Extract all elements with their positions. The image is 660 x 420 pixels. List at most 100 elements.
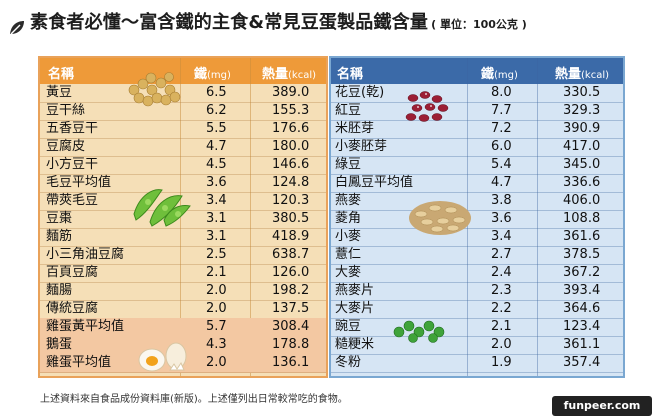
cell-name: 大麥 xyxy=(335,265,362,280)
cell-kcal: 146.6 xyxy=(272,157,310,172)
left-header-kcal: 熱量(kcal) xyxy=(262,63,316,82)
table-row: 花豆(乾) 8.0 330.5 xyxy=(331,84,623,103)
cell-iron: 8.0 xyxy=(491,85,512,100)
table-row: 豌豆 2.1 123.4 xyxy=(331,318,623,337)
cell-kcal: 378.5 xyxy=(563,247,601,262)
cell-kcal: 124.8 xyxy=(272,175,310,190)
right-col-sep-2 xyxy=(537,58,538,376)
cell-kcal: 417.0 xyxy=(563,139,601,154)
cell-iron: 3.6 xyxy=(206,175,227,190)
left-header-kcal-label: 熱量 xyxy=(262,67,289,82)
cell-iron: 6.5 xyxy=(206,85,227,100)
cell-iron: 5.5 xyxy=(206,121,227,136)
cell-name: 麵筋 xyxy=(46,229,73,244)
cell-name: 豆干絲 xyxy=(46,103,86,118)
table-row: 小方豆干 4.5 146.6 xyxy=(40,156,326,175)
unit-note: ( 單位：100公克 ) xyxy=(431,18,527,31)
cell-name: 糙粳米 xyxy=(335,337,375,352)
cell-iron: 2.1 xyxy=(491,319,512,334)
table-row: 麵腸 2.0 198.2 xyxy=(40,282,326,301)
cell-kcal: 367.2 xyxy=(563,265,601,280)
cell-iron: 7.2 xyxy=(491,121,512,136)
cell-kcal: 390.9 xyxy=(563,121,601,136)
cell-kcal: 418.9 xyxy=(272,229,310,244)
right-table-header: 名稱 鐵(mg) 熱量(kcal) xyxy=(331,58,623,84)
cell-iron: 2.0 xyxy=(491,337,512,352)
table-row: 小麥 3.4 361.6 xyxy=(331,228,623,247)
cell-name: 毛豆平均值 xyxy=(46,175,112,190)
cell-name: 小方豆干 xyxy=(46,157,99,172)
cell-kcal: 336.6 xyxy=(563,175,601,190)
table-row: 豆干絲 6.2 155.3 xyxy=(40,102,326,121)
leaf-icon xyxy=(10,21,24,35)
left-header-iron-unit: (mg) xyxy=(207,70,231,81)
table-row: 豆棗 3.1 380.5 xyxy=(40,210,326,229)
left-header-name: 名稱 xyxy=(48,67,75,82)
table-row: 綠豆 5.4 345.0 xyxy=(331,156,623,175)
title-row: 素食者必懂～富含鐵的主食&常見豆蛋製品鐵含量 ( 單位：100公克 ) xyxy=(8,8,652,48)
cell-iron: 4.7 xyxy=(491,175,512,190)
right-header-iron: 鐵(mg) xyxy=(481,63,518,82)
cell-name: 傳統豆腐 xyxy=(46,301,99,316)
cell-iron: 4.3 xyxy=(206,337,227,352)
cell-name: 小麥 xyxy=(335,229,362,244)
cell-kcal: 345.0 xyxy=(563,157,601,172)
source-footnote: 上述資料來自食品成份資料庫(新版)。上述僅列出日常較常吃的食物。 xyxy=(40,394,348,405)
cell-iron: 6.0 xyxy=(491,139,512,154)
right-table: 名稱 鐵(mg) 熱量(kcal) 花豆(乾) 8.0 330.5 紅豆 7.7 329.… xyxy=(329,56,625,378)
red-beans-image xyxy=(405,91,449,122)
edamame-image xyxy=(133,189,191,227)
left-table: 名稱 鐵(mg) 熱量(kcal) 黃豆 6.5 389.0 豆干絲 6.2 155.3 五… xyxy=(38,56,328,378)
table-row: 紅豆 7.7 329.3 xyxy=(331,102,623,121)
right-header-iron-label: 鐵 xyxy=(481,67,495,82)
left-col-sep-2 xyxy=(250,58,251,376)
cell-kcal: 176.6 xyxy=(272,121,310,136)
cell-kcal: 180.0 xyxy=(272,139,310,154)
table-row: 白鳳豆平均值 4.7 336.6 xyxy=(331,174,623,193)
left-header-iron: 鐵(mg) xyxy=(194,63,231,82)
left-header-kcal-unit: (kcal) xyxy=(288,70,317,81)
cell-kcal: 137.5 xyxy=(272,301,310,316)
cell-name: 豌豆 xyxy=(335,319,362,334)
right-header-iron-unit: (mg) xyxy=(494,70,518,81)
cell-kcal: 406.0 xyxy=(563,193,601,208)
cell-name: 菱角 xyxy=(335,211,362,226)
table-row: 小三角油豆腐 2.5 638.7 xyxy=(40,246,326,265)
cell-iron: 5.4 xyxy=(491,157,512,172)
table-row: 燕麥片 2.3 393.4 xyxy=(331,282,623,301)
cell-name: 豆腐皮 xyxy=(46,139,86,154)
table-row: 黃豆 6.5 389.0 xyxy=(40,84,326,103)
table-row: 小麥胚芽 6.0 417.0 xyxy=(331,138,623,157)
table-row: 大麥片 2.2 364.6 xyxy=(331,300,623,319)
cell-kcal: 108.8 xyxy=(563,211,601,226)
cell-iron: 2.1 xyxy=(206,265,227,280)
cell-iron: 3.1 xyxy=(206,211,227,226)
cell-iron: 7.7 xyxy=(491,103,512,118)
cell-name: 五香豆干 xyxy=(46,121,99,136)
cell-iron: 3.1 xyxy=(206,229,227,244)
page-title: 素食者必懂～富含鐵的主食&常見豆蛋製品鐵含量 xyxy=(30,12,429,33)
cell-kcal: 136.1 xyxy=(272,355,310,370)
eggs-image xyxy=(138,342,187,372)
table-row: 五香豆干 5.5 176.6 xyxy=(40,120,326,139)
cell-kcal: 638.7 xyxy=(272,247,310,262)
peas-image xyxy=(393,320,445,343)
cell-name: 小麥胚芽 xyxy=(335,139,388,154)
right-header-kcal-label: 熱量 xyxy=(555,67,582,82)
cell-name: 雞蛋平均值 xyxy=(46,355,112,370)
cell-iron: 3.4 xyxy=(491,229,512,244)
cell-kcal: 120.3 xyxy=(272,193,310,208)
cell-name: 燕麥片 xyxy=(335,283,375,298)
cell-name: 百頁豆腐 xyxy=(46,265,99,280)
cell-iron: 4.5 xyxy=(206,157,227,172)
cell-iron: 3.8 xyxy=(491,193,512,208)
cell-name: 冬粉 xyxy=(335,355,362,370)
cell-name: 燕麥 xyxy=(335,193,362,208)
left-header-iron-label: 鐵 xyxy=(194,67,208,82)
site-watermark: funpeer.com xyxy=(552,396,652,416)
table-row: 薏仁 2.7 378.5 xyxy=(331,246,623,265)
cell-name: 紅豆 xyxy=(335,103,362,118)
cell-kcal: 361.1 xyxy=(563,337,601,352)
table-row: 鵝蛋 4.3 178.8 xyxy=(40,336,326,355)
